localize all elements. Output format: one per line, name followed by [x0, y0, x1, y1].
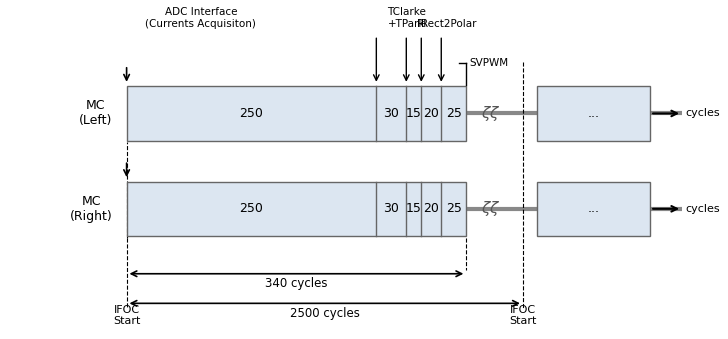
- Text: MC
(Right): MC (Right): [70, 195, 112, 223]
- Text: 20: 20: [424, 107, 439, 120]
- Text: 25: 25: [446, 202, 462, 215]
- Text: 15: 15: [405, 202, 422, 215]
- Text: SVPWM: SVPWM: [470, 58, 509, 68]
- Text: MC
(Left): MC (Left): [79, 99, 112, 127]
- Text: PI: PI: [416, 19, 426, 29]
- Text: 30: 30: [384, 107, 399, 120]
- Text: Rect2Polar: Rect2Polar: [421, 19, 476, 29]
- Text: 20: 20: [424, 202, 439, 215]
- Text: 25: 25: [446, 107, 462, 120]
- Bar: [537, 86, 650, 141]
- Text: cycles: cycles: [686, 108, 720, 118]
- Text: IFOC
Start: IFOC Start: [113, 305, 141, 326]
- Text: TClarke
+TPark: TClarke +TPark: [387, 7, 426, 29]
- Text: 15: 15: [405, 107, 422, 120]
- Bar: [127, 182, 466, 236]
- Text: cycles: cycles: [686, 204, 720, 214]
- Text: ...: ...: [587, 202, 600, 215]
- Text: IFOC
Start: IFOC Start: [509, 305, 537, 326]
- Text: 250: 250: [240, 107, 264, 120]
- Text: $\zeta\zeta$: $\zeta\zeta$: [481, 199, 501, 218]
- Text: ADC Interface
(Currents Acquisiton): ADC Interface (Currents Acquisiton): [146, 7, 256, 29]
- Bar: [127, 86, 466, 141]
- Text: ...: ...: [587, 107, 600, 120]
- Bar: [537, 182, 650, 236]
- Text: 30: 30: [384, 202, 399, 215]
- Text: 250: 250: [240, 202, 264, 215]
- Text: $\zeta\zeta$: $\zeta\zeta$: [481, 104, 501, 123]
- Text: 340 cycles: 340 cycles: [265, 277, 328, 290]
- Text: 2500 cycles: 2500 cycles: [290, 307, 360, 320]
